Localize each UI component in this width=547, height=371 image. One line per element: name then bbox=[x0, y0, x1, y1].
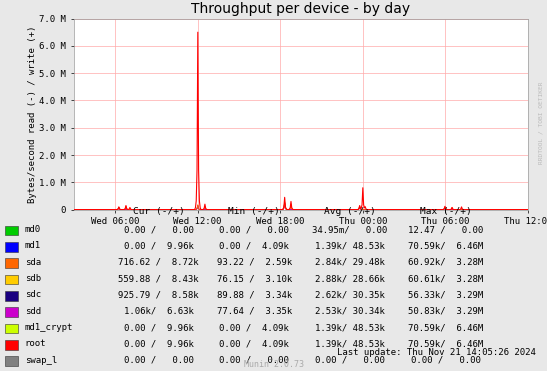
Text: Last update: Thu Nov 21 14:05:26 2024: Last update: Thu Nov 21 14:05:26 2024 bbox=[337, 348, 536, 357]
Text: 716.62 /  8.72k: 716.62 / 8.72k bbox=[118, 258, 199, 267]
Text: Avg (-/+): Avg (-/+) bbox=[324, 207, 376, 216]
Text: md0: md0 bbox=[25, 225, 40, 234]
Text: 70.59k/  6.46M: 70.59k/ 6.46M bbox=[408, 339, 484, 348]
Text: 0.00 /  9.96k: 0.00 / 9.96k bbox=[124, 339, 194, 348]
Text: 93.22 /  2.59k: 93.22 / 2.59k bbox=[217, 258, 292, 267]
Text: 925.79 /  8.58k: 925.79 / 8.58k bbox=[118, 290, 199, 299]
Text: 0.00 /   0.00: 0.00 / 0.00 bbox=[124, 225, 194, 234]
Text: 0.00 /   0.00: 0.00 / 0.00 bbox=[315, 356, 385, 365]
Text: 2.84k/ 29.48k: 2.84k/ 29.48k bbox=[315, 258, 385, 267]
Text: 60.92k/  3.28M: 60.92k/ 3.28M bbox=[408, 258, 484, 267]
Text: Min (-/+): Min (-/+) bbox=[229, 207, 280, 216]
Y-axis label: Bytes/second read (-) / write (+): Bytes/second read (-) / write (+) bbox=[27, 25, 37, 203]
Text: root: root bbox=[25, 339, 46, 348]
Text: 56.33k/  3.29M: 56.33k/ 3.29M bbox=[408, 290, 484, 299]
Text: 50.83k/  3.29M: 50.83k/ 3.29M bbox=[408, 307, 484, 316]
Text: 0.00 /  4.09k: 0.00 / 4.09k bbox=[219, 242, 289, 250]
Text: 0.00 /  9.96k: 0.00 / 9.96k bbox=[124, 242, 194, 250]
Text: swap_l: swap_l bbox=[25, 356, 57, 365]
Text: md1_crypt: md1_crypt bbox=[25, 323, 73, 332]
Text: 89.88 /  3.34k: 89.88 / 3.34k bbox=[217, 290, 292, 299]
Text: 12.47 /   0.00: 12.47 / 0.00 bbox=[408, 225, 484, 234]
Text: 2.88k/ 28.66k: 2.88k/ 28.66k bbox=[315, 274, 385, 283]
Text: sdb: sdb bbox=[25, 274, 40, 283]
Text: RRDTOOL / TOBI OETIKER: RRDTOOL / TOBI OETIKER bbox=[538, 81, 543, 164]
Text: 1.06k/  6.63k: 1.06k/ 6.63k bbox=[124, 307, 194, 316]
Text: 559.88 /  8.43k: 559.88 / 8.43k bbox=[118, 274, 199, 283]
Text: 1.39k/ 48.53k: 1.39k/ 48.53k bbox=[315, 323, 385, 332]
Text: Cur (-/+): Cur (-/+) bbox=[133, 207, 184, 216]
Text: sda: sda bbox=[25, 258, 40, 267]
Text: 77.64 /  3.35k: 77.64 / 3.35k bbox=[217, 307, 292, 316]
Text: 34.95m/   0.00: 34.95m/ 0.00 bbox=[312, 225, 388, 234]
Text: 2.53k/ 30.34k: 2.53k/ 30.34k bbox=[315, 307, 385, 316]
Text: sdd: sdd bbox=[25, 307, 40, 316]
Text: 0.00 /   0.00: 0.00 / 0.00 bbox=[219, 225, 289, 234]
Text: 0.00 /  4.09k: 0.00 / 4.09k bbox=[219, 323, 289, 332]
Text: 0.00 /   0.00: 0.00 / 0.00 bbox=[411, 356, 481, 365]
Text: Munin 2.0.73: Munin 2.0.73 bbox=[243, 360, 304, 369]
Text: 2.62k/ 30.35k: 2.62k/ 30.35k bbox=[315, 290, 385, 299]
Text: Max (-/+): Max (-/+) bbox=[420, 207, 472, 216]
Text: 0.00 /  4.09k: 0.00 / 4.09k bbox=[219, 339, 289, 348]
Text: 0.00 /   0.00: 0.00 / 0.00 bbox=[219, 356, 289, 365]
Text: 0.00 /  9.96k: 0.00 / 9.96k bbox=[124, 323, 194, 332]
Text: 1.39k/ 48.53k: 1.39k/ 48.53k bbox=[315, 339, 385, 348]
Text: 60.61k/  3.28M: 60.61k/ 3.28M bbox=[408, 274, 484, 283]
Text: 1.39k/ 48.53k: 1.39k/ 48.53k bbox=[315, 242, 385, 250]
Text: 76.15 /  3.10k: 76.15 / 3.10k bbox=[217, 274, 292, 283]
Text: 70.59k/  6.46M: 70.59k/ 6.46M bbox=[408, 323, 484, 332]
Text: 70.59k/  6.46M: 70.59k/ 6.46M bbox=[408, 242, 484, 250]
Text: md1: md1 bbox=[25, 242, 40, 250]
Text: 0.00 /   0.00: 0.00 / 0.00 bbox=[124, 356, 194, 365]
Title: Throughput per device - by day: Throughput per device - by day bbox=[191, 2, 410, 16]
Text: sdc: sdc bbox=[25, 290, 40, 299]
